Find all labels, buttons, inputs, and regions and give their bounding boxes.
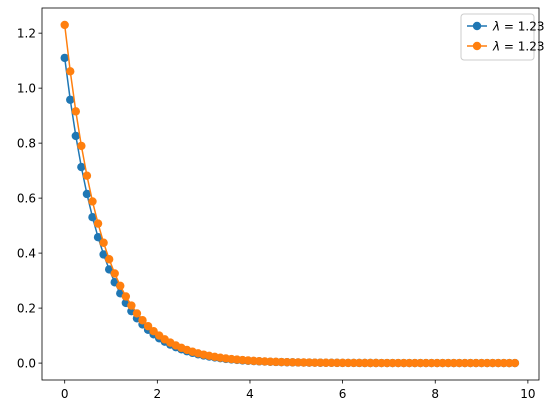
legend: λ = 1.23λ = 1.23	[460, 13, 545, 61]
data-point	[93, 219, 103, 228]
data-point	[99, 250, 108, 259]
data-point	[82, 171, 92, 180]
series-layer	[60, 20, 520, 368]
data-point	[110, 269, 119, 278]
x-tick-label: 0	[61, 387, 69, 401]
y-tick-label: 0.0	[17, 356, 36, 370]
legend-entry: λ = 1.23	[467, 39, 545, 53]
y-tick-label: 1.0	[17, 81, 36, 95]
data-point	[143, 321, 153, 331]
x-tick-label: 4	[246, 387, 254, 401]
x-tick-label: 6	[339, 387, 347, 401]
data-point	[127, 301, 136, 310]
y-tick-label: 0.4	[17, 246, 36, 260]
data-point	[116, 281, 125, 290]
y-tick-label: 0.8	[17, 136, 36, 150]
legend-entry: λ = 1.23	[467, 19, 545, 33]
legend-symbol: λ	[492, 19, 500, 33]
series-2	[60, 20, 520, 368]
legend-marker	[472, 21, 482, 31]
data-point	[510, 358, 520, 368]
x-tick-label: 2	[154, 387, 162, 401]
legend-value: = 1.23	[500, 19, 544, 33]
data-point	[60, 53, 69, 63]
legend-label: λ = 1.23	[492, 39, 545, 53]
data-point	[93, 233, 103, 242]
legend-label: λ = 1.23	[492, 19, 545, 33]
legend-marker	[472, 41, 482, 51]
data-point	[77, 162, 86, 172]
data-point	[88, 197, 97, 206]
legend-value: = 1.23	[500, 39, 544, 53]
data-point	[60, 20, 69, 30]
legend-symbol: λ	[492, 39, 500, 53]
data-point	[66, 67, 75, 76]
y-tick-label: 0.6	[17, 191, 36, 205]
data-point	[132, 309, 142, 318]
data-point	[99, 238, 108, 247]
y-tick-label: 1.2	[17, 26, 36, 40]
data-point	[88, 212, 97, 222]
data-point	[71, 131, 81, 141]
data-point	[77, 141, 86, 151]
data-point	[104, 255, 114, 264]
data-point	[121, 292, 131, 301]
x-tick-label: 10	[520, 387, 535, 401]
x-axis: 0 2 4 6 8 10	[61, 380, 536, 401]
data-point	[138, 316, 147, 325]
data-point	[71, 107, 81, 116]
y-axis: 0.0 0.2 0.4 0.6 0.8 1.0 1.2	[17, 26, 42, 370]
y-tick-label: 0.2	[17, 301, 36, 315]
x-tick-label: 8	[431, 387, 439, 401]
data-point	[82, 189, 92, 199]
data-point	[66, 95, 75, 104]
plot-frame	[41, 7, 540, 381]
